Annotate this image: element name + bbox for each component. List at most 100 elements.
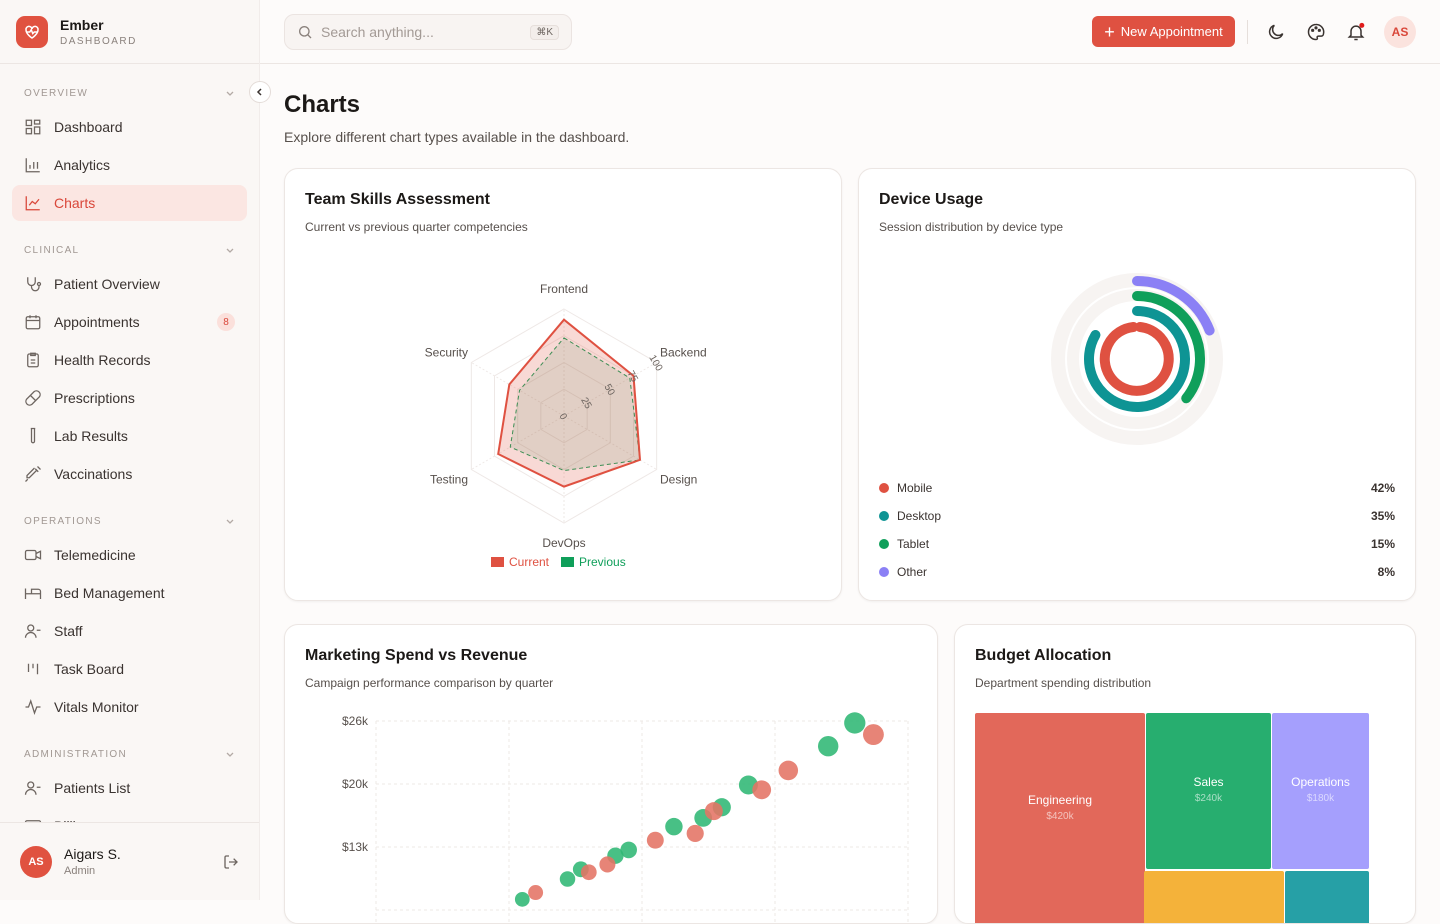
brand[interactable]: Ember DASHBOARD [0,0,259,64]
card-subtitle: Current vs previous quarter competencies [305,220,528,234]
legend-label[interactable]: Previous [579,555,626,569]
scatter-point[interactable] [528,885,544,901]
radial-bar-desktop [1084,306,1190,412]
radar-axis-label: Backend [660,346,707,360]
section-label: CLINICAL [24,244,80,256]
radar-tick-label: 75 [625,369,640,385]
section-label: ADMINISTRATION [24,748,128,760]
scatter-point[interactable] [686,824,704,843]
legend-label: Mobile [897,481,933,495]
card-subtitle: Campaign performance comparison by quart… [305,676,554,690]
sidebar-item-label: Lab Results [54,428,128,444]
scatter-point[interactable] [580,864,597,881]
sidebar-item-label: Patient Overview [54,276,160,292]
treemap-cell[interactable] [1285,871,1369,923]
chevron-down-icon [226,519,234,524]
avatar[interactable]: AS [20,845,52,878]
sidebar-item-vaccinations[interactable]: Vaccinations [12,456,247,492]
main-content: Charts Explore different chart types ava… [284,64,1416,145]
radar-tick-label: 50 [601,382,616,398]
header-avatar[interactable]: AS [1384,16,1416,48]
radar-spoke [563,415,657,470]
sidebar-item-patient-overview[interactable]: Patient Overview [12,266,247,302]
sidebar-item-vitals-monitor[interactable]: Vitals Monitor [12,689,247,725]
radar-axis-label: Design [660,473,697,487]
treemap-cell-engineering[interactable]: Engineering $420k [975,713,1145,923]
treemap-value: $180k [1306,793,1335,804]
sidebar-item-dashboard[interactable]: Dashboard [12,109,247,145]
sidebar-item-prescriptions[interactable]: Prescriptions [12,380,247,416]
legend-value: 8% [1377,565,1395,579]
scatter-point[interactable] [778,760,799,781]
legend-dot [879,539,889,549]
sidebar-item-charts[interactable]: Charts [12,185,247,221]
card-title: Budget Allocation [975,647,1112,664]
new-appointment-label: New Appointment [1120,24,1223,39]
sidebar-item-bed-management[interactable]: Bed Management [12,575,247,611]
sidebar-item-telemedicine[interactable]: Telemedicine [12,537,247,573]
scatter-point[interactable] [599,856,616,873]
scatter-point[interactable] [646,831,664,849]
section-header-administration[interactable]: ADMINISTRATION [12,744,247,764]
sidebar-item-lab-results[interactable]: Lab Results [12,418,247,454]
section-header-overview[interactable]: OVERVIEW [12,83,247,103]
activity-icon [25,699,41,715]
sidebar-item-label: Charts [54,195,96,211]
bell-icon[interactable] [1346,22,1366,42]
logout-icon[interactable] [223,854,239,870]
chevron-down-icon [226,752,234,757]
search-input[interactable]: Search anything... ⌘K [284,14,572,50]
treemap-label: Engineering [1027,793,1093,807]
new-appointment-button[interactable]: + New Appointment [1092,16,1235,47]
marketing-card: Marketing Spend vs Revenue Campaign perf… [284,624,938,924]
section-header-clinical[interactable]: CLINICAL [12,240,247,260]
sidebar-item-label: Prescriptions [54,390,135,406]
radar-series-current [497,318,642,488]
scatter-point[interactable] [844,712,866,734]
sidebar-item-staff[interactable]: Staff [12,613,247,649]
treemap-cell[interactable] [1144,871,1284,923]
legend-label[interactable]: Current [509,555,550,569]
scatter-point[interactable] [620,841,637,859]
grid-icon [25,119,41,135]
sidebar-item-patients-list[interactable]: Patients List [12,770,247,806]
scatter-chart: $13k $20k $26k [342,712,909,923]
radar-grid-ring [540,388,588,444]
radar-tick-label: 25 [578,396,593,412]
moon-icon[interactable] [1266,22,1286,42]
sidebar-item-health-records[interactable]: Health Records [12,342,247,378]
budget-card: Budget Allocation Department spending di… [954,624,1416,924]
scatter-point[interactable] [559,871,576,887]
sidebar-item-task-board[interactable]: Task Board [12,651,247,687]
scatter-point[interactable] [514,891,530,907]
video-icon [24,549,42,561]
test-tube-icon [30,427,36,444]
scatter-point[interactable] [704,802,723,821]
bar-chart-icon [25,158,40,173]
sidebar-item-label: Staff [54,623,83,639]
legend-swatch [491,557,504,567]
legend-swatch [561,557,574,567]
palette-icon[interactable] [1306,22,1326,42]
treemap-cell-operations[interactable]: Operations $180k [1272,713,1369,869]
scatter-point[interactable] [665,817,683,836]
sidebar-item-appointments[interactable]: Appointments 8 [12,304,247,340]
treemap-cell-sales[interactable]: Sales $240k [1146,713,1271,869]
chevron-down-icon [226,248,234,253]
user-name: Aigars S. [64,846,121,862]
heart-pulse-logo-icon [16,15,48,48]
legend-dot [879,511,889,521]
sidebar-item-analytics[interactable]: Analytics [12,147,247,183]
users-icon [24,624,41,638]
user-role: Admin [64,865,96,877]
sidebar-item-billing[interactable]: Billing [12,808,247,822]
scatter-point[interactable] [752,780,772,800]
page-subtitle: Explore different chart types available … [284,129,630,145]
section-header-operations[interactable]: OPERATIONS [12,511,247,531]
scatter-point[interactable] [862,724,884,745]
radial-bar-mobile [1099,322,1174,396]
treemap-value: $420k [1046,811,1074,822]
collapse-sidebar-button[interactable] [249,81,271,103]
legend-label: Desktop [897,509,942,523]
scatter-point[interactable] [817,735,839,757]
